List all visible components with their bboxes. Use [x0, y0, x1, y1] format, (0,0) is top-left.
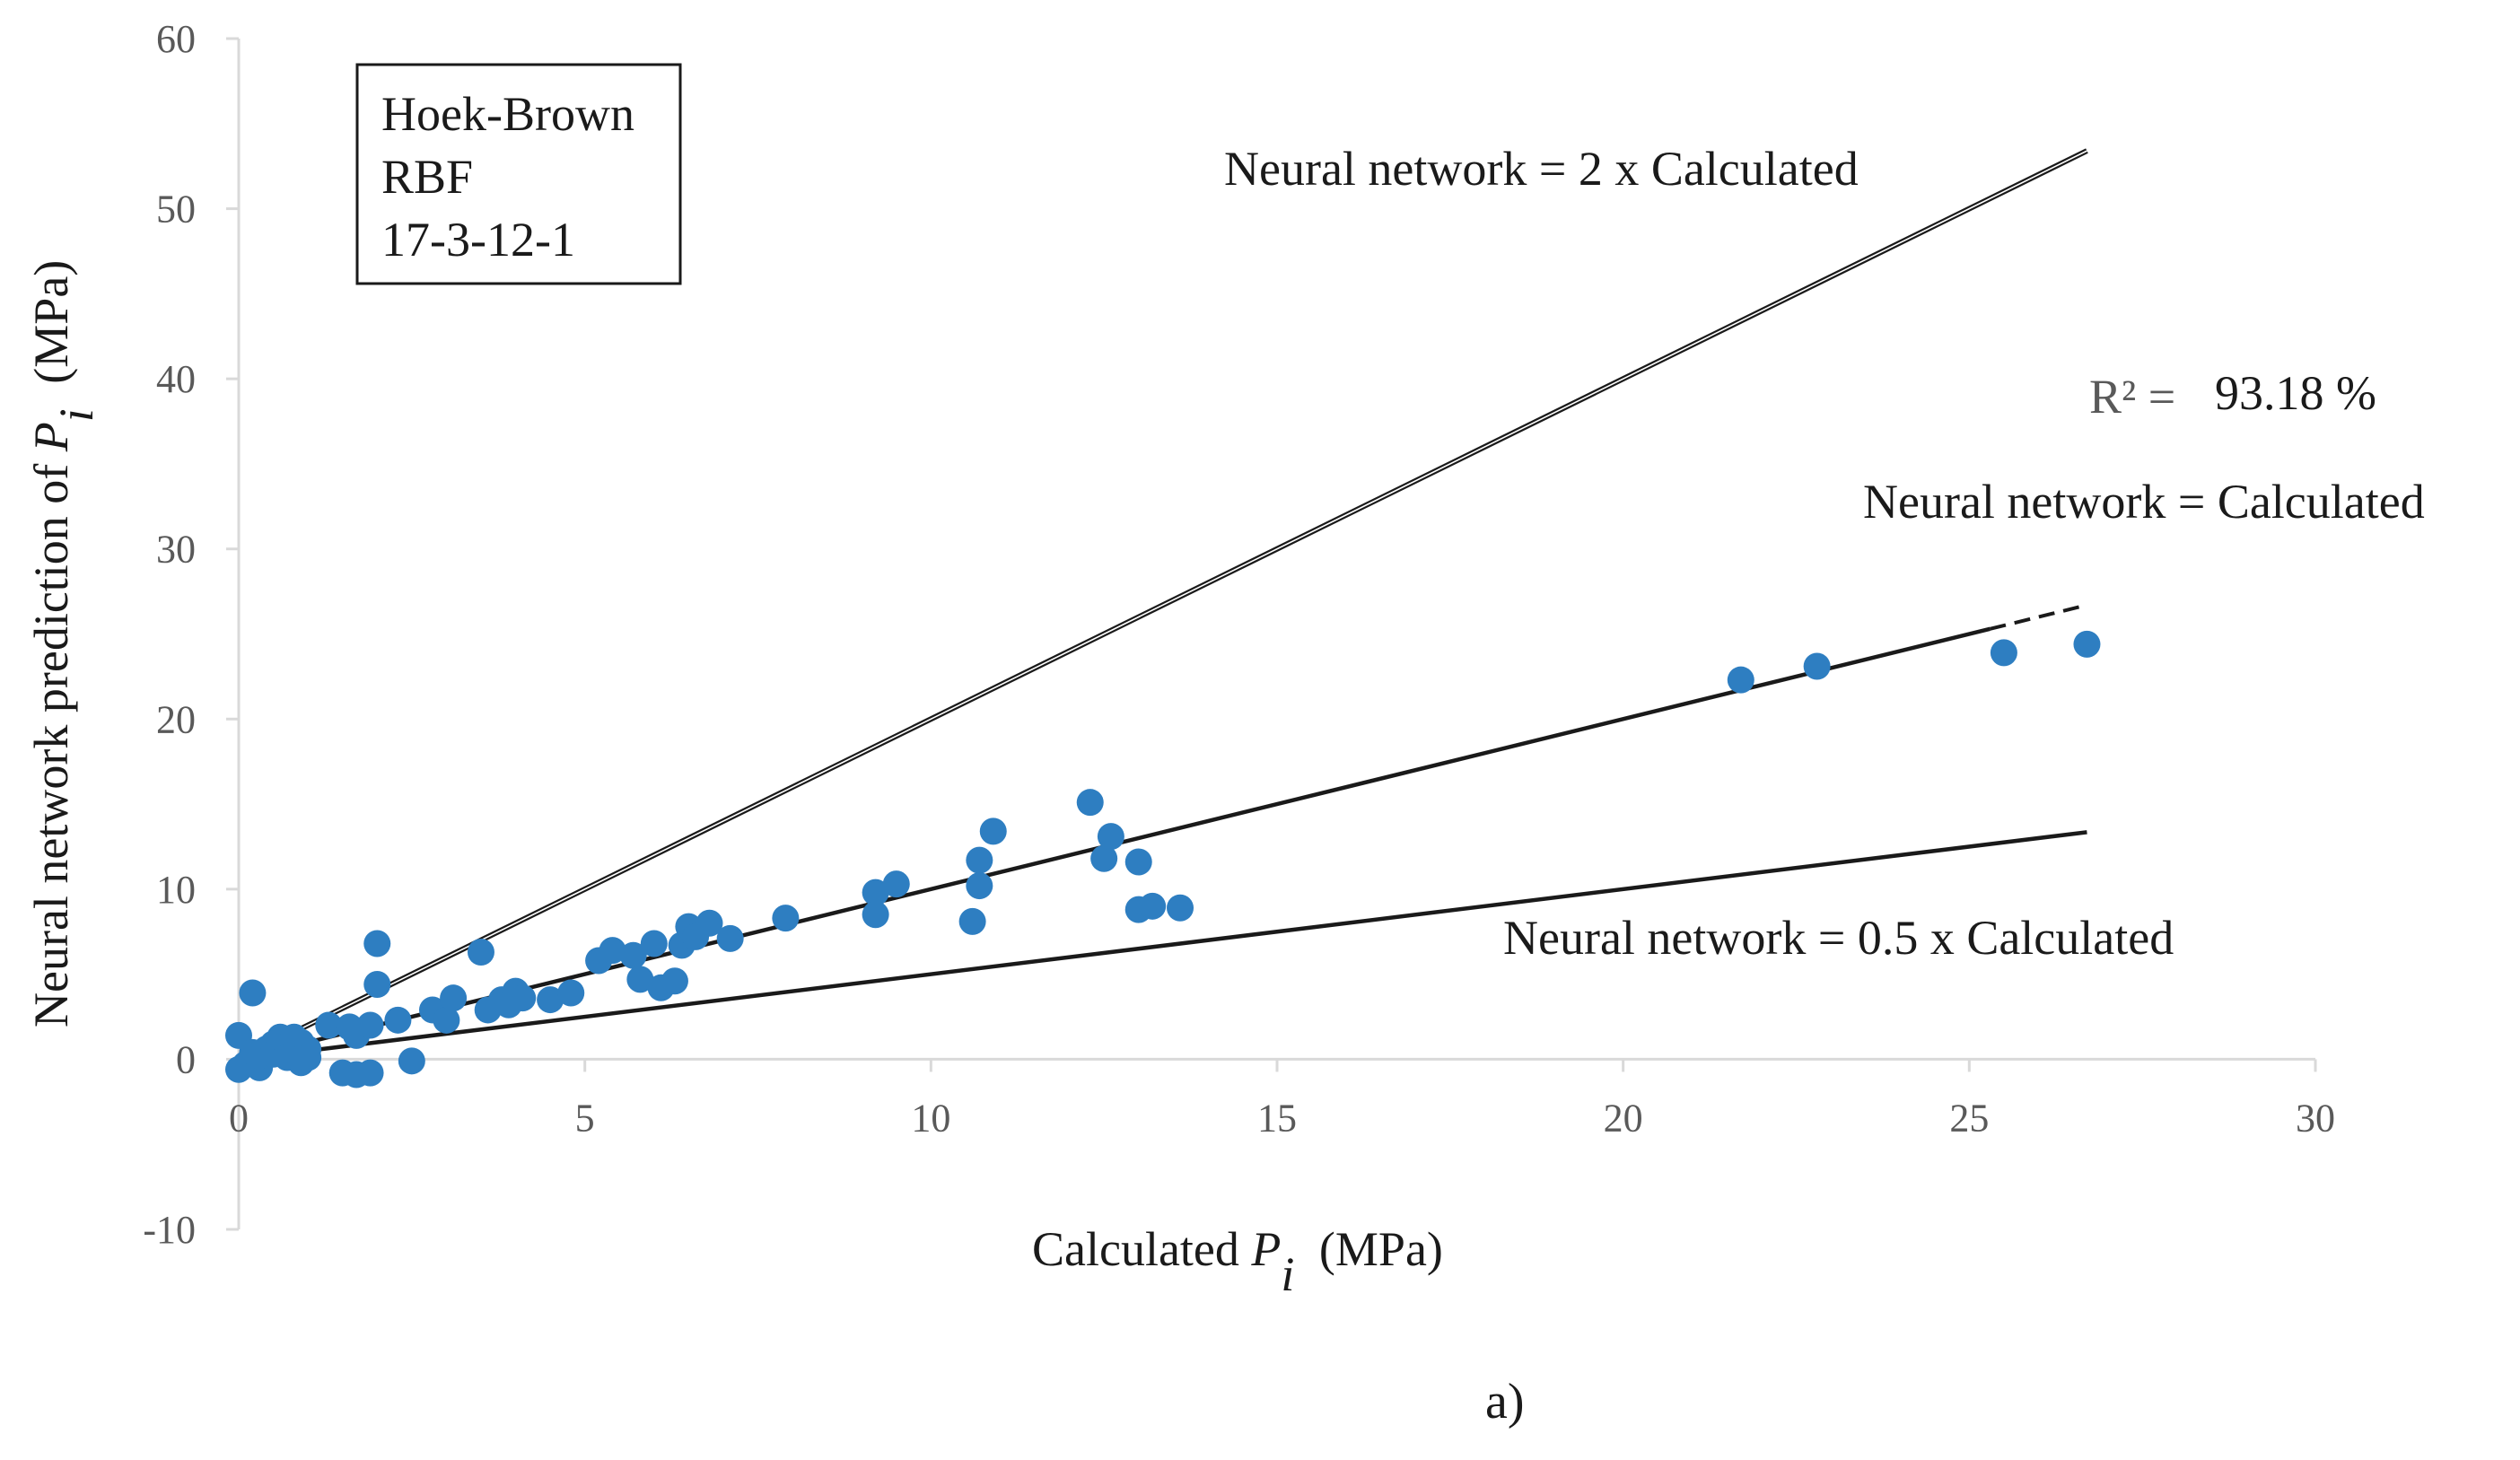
y-tick-label: 10: [156, 868, 196, 912]
y-tick-label: 60: [156, 17, 196, 61]
data-point: [467, 938, 494, 966]
x-tick-label: 15: [1257, 1096, 1297, 1140]
data-point: [1803, 652, 1831, 680]
data-point: [696, 909, 723, 937]
data-point: [626, 966, 654, 993]
data-point: [599, 937, 626, 965]
x-tick-label: 0: [229, 1096, 249, 1140]
data-point: [440, 984, 468, 1012]
data-point: [862, 901, 889, 929]
r-squared-value: 93.18 %: [2215, 366, 2376, 420]
data-point: [1090, 844, 1118, 872]
y-tick-label: 50: [156, 188, 196, 232]
data-point: [1990, 639, 2017, 667]
y-tick-label: 40: [156, 357, 196, 401]
data-point: [1727, 666, 1754, 694]
data-point: [239, 979, 267, 1007]
y-axis-title-symbol: P: [24, 422, 78, 452]
x-axis-title-suffix: (MPa): [1307, 1222, 1442, 1276]
reference-line-1x-dashed: [1989, 603, 2087, 631]
data-point: [882, 870, 910, 898]
legend-line-3: 17-3-12-1: [381, 213, 575, 267]
data-point: [958, 907, 986, 935]
data-point: [661, 967, 688, 995]
y-axis-title-prefix: Neural network prediction of: [24, 451, 78, 1027]
data-point: [509, 984, 537, 1012]
data-point: [862, 879, 889, 906]
x-tick-label: 20: [1604, 1096, 1643, 1140]
y-tick-label: 20: [156, 697, 196, 741]
data-point: [315, 1011, 343, 1039]
x-axis-title-subscript: i: [1281, 1247, 1294, 1301]
data-point: [398, 1047, 425, 1075]
data-point: [363, 930, 391, 957]
y-tick-label: 30: [156, 528, 196, 572]
data-point: [363, 971, 391, 999]
y-axis-title-suffix: (MPa): [24, 260, 78, 396]
x-tick-label: 25: [1949, 1096, 1989, 1140]
data-point: [2073, 630, 2101, 658]
data-point: [356, 1011, 384, 1039]
annotation-2x-line: Neural network = 2 x Calculated: [1224, 142, 1859, 196]
data-point: [716, 924, 744, 952]
data-point: [537, 986, 564, 1014]
data-point: [557, 979, 585, 1007]
legend-line-1: Hoek-Brown: [381, 87, 634, 141]
data-point: [433, 1006, 460, 1034]
data-point: [1124, 848, 1152, 876]
data-point: [1097, 823, 1124, 851]
data-point: [294, 1044, 322, 1071]
reference-line-2x-inner: [238, 150, 2087, 1061]
x-axis-title-prefix: Calculated: [1032, 1222, 1251, 1276]
r-squared-label: R² =: [2089, 370, 2175, 424]
data-point: [1076, 789, 1104, 817]
data-point: [619, 941, 647, 969]
data-point: [1139, 892, 1167, 920]
legend-line-2: RBF: [381, 150, 473, 204]
data-point: [1167, 894, 1194, 922]
annotation-1x-line: Neural network = Calculated: [1863, 475, 2425, 529]
data-point: [356, 1059, 384, 1087]
reference-line-half: [238, 830, 2087, 1062]
annotation-half-line: Neural network = 0.5 x Calculated: [1503, 911, 2174, 965]
data-point: [979, 817, 1007, 845]
x-tick-label: 5: [575, 1096, 595, 1140]
data-point: [772, 905, 800, 932]
y-axis-title: Neural network prediction of Pi (MPa): [24, 260, 103, 1027]
data-point: [966, 846, 993, 874]
figure-caption: a): [1485, 1374, 1525, 1429]
y-axis-title-subscript: i: [49, 408, 103, 422]
y-tick-label: -10: [143, 1208, 196, 1252]
legend-box: Hoek-Brown RBF 17-3-12-1: [355, 63, 682, 285]
legend-box-border: [355, 63, 682, 285]
x-tick-label: 30: [2296, 1096, 2335, 1140]
x-tick-label: 10: [911, 1096, 950, 1140]
data-points: [225, 630, 2101, 1088]
data-point: [384, 1006, 412, 1034]
x-axis-title: Calculated Pi (MPa): [1032, 1222, 1443, 1301]
axes: -10 0 10 20 30 40 50 60 0 5 10 15 20 25 30: [143, 17, 2335, 1252]
data-point: [966, 872, 993, 900]
data-point: [640, 930, 668, 957]
x-axis-title-symbol: P: [1250, 1222, 1281, 1276]
y-tick-label: 0: [176, 1037, 196, 1081]
